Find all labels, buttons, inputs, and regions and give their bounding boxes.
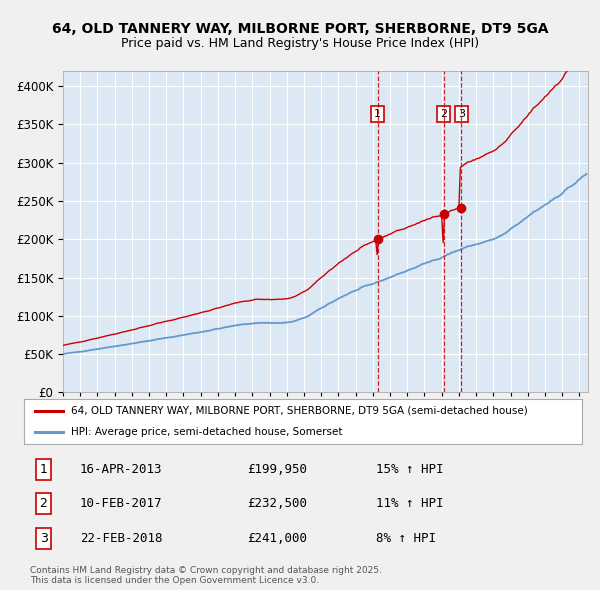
Text: 1: 1 xyxy=(40,463,47,476)
Text: 16-APR-2013: 16-APR-2013 xyxy=(80,463,162,476)
Text: 22-FEB-2018: 22-FEB-2018 xyxy=(80,532,162,545)
Text: 64, OLD TANNERY WAY, MILBORNE PORT, SHERBORNE, DT9 5GA (semi-detached house): 64, OLD TANNERY WAY, MILBORNE PORT, SHER… xyxy=(71,406,528,416)
Text: 64, OLD TANNERY WAY, MILBORNE PORT, SHERBORNE, DT9 5GA: 64, OLD TANNERY WAY, MILBORNE PORT, SHER… xyxy=(52,22,548,37)
Text: Contains HM Land Registry data © Crown copyright and database right 2025.
This d: Contains HM Land Registry data © Crown c… xyxy=(30,566,382,585)
Text: 8% ↑ HPI: 8% ↑ HPI xyxy=(376,532,436,545)
Text: HPI: Average price, semi-detached house, Somerset: HPI: Average price, semi-detached house,… xyxy=(71,427,343,437)
Text: 2: 2 xyxy=(40,497,47,510)
Text: Price paid vs. HM Land Registry's House Price Index (HPI): Price paid vs. HM Land Registry's House … xyxy=(121,37,479,50)
Text: 3: 3 xyxy=(40,532,47,545)
Text: 2: 2 xyxy=(440,109,447,119)
Text: £232,500: £232,500 xyxy=(247,497,307,510)
Text: £199,950: £199,950 xyxy=(247,463,307,476)
Text: 10-FEB-2017: 10-FEB-2017 xyxy=(80,497,162,510)
Text: £241,000: £241,000 xyxy=(247,532,307,545)
Text: 11% ↑ HPI: 11% ↑ HPI xyxy=(376,497,443,510)
Text: 3: 3 xyxy=(458,109,465,119)
Text: 1: 1 xyxy=(374,109,382,119)
Text: 15% ↑ HPI: 15% ↑ HPI xyxy=(376,463,443,476)
